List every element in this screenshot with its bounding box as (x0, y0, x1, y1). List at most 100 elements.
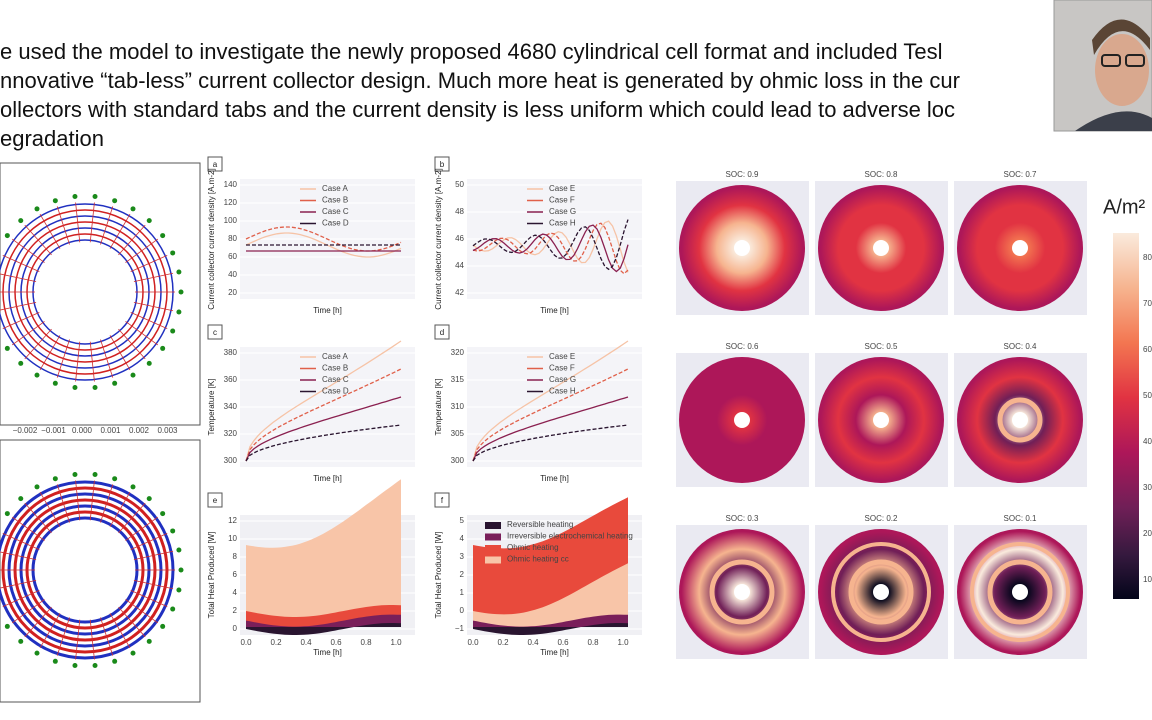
spiral-node (170, 250, 176, 256)
legend-label: Case F (549, 364, 575, 373)
spiral-node (160, 345, 166, 351)
spiral-node (176, 269, 182, 275)
heatmap-title: SOC: 0.5 (865, 342, 898, 351)
legend-swatch (485, 533, 501, 541)
y-tick-label: 48 (455, 207, 464, 216)
spiral-node (146, 360, 152, 366)
spiral-node (160, 623, 166, 629)
x-axis-label: Time [h] (313, 306, 342, 315)
curve (472, 219, 629, 271)
spiral-node (146, 218, 152, 224)
colorbar-tick-label: 10 (1143, 575, 1152, 584)
spiral-spoke (24, 224, 52, 256)
spiral-spoke (11, 321, 45, 346)
legend-label: Case H (549, 387, 576, 396)
colorbar-tick-label: 30 (1143, 483, 1152, 492)
spiral-node (170, 606, 176, 612)
spiral-spoke (125, 321, 159, 346)
spiral-node (34, 484, 40, 490)
spiral-spoke (130, 255, 168, 273)
legend-label: Reversible heating (507, 520, 573, 529)
area (246, 614, 401, 627)
legend-label: Ohmic heating cc (507, 555, 569, 564)
spiral-spoke (2, 589, 40, 607)
slide-text: nnovative “tab-less” current collector d… (0, 68, 960, 93)
y-tick-label: 320 (224, 429, 238, 438)
x-tick-label: 0.002 (129, 426, 150, 435)
spiral-node (72, 662, 78, 668)
spiral-node (92, 662, 98, 668)
spiral-spoke (2, 533, 40, 551)
y-axis-label: Temperature [K] (434, 379, 443, 436)
spiral-spoke (125, 516, 159, 541)
spiral-node (112, 658, 118, 664)
curve (245, 340, 402, 462)
curve (245, 368, 402, 462)
heatmap-core (1012, 584, 1028, 600)
legend-label: Case D (322, 219, 349, 228)
heatmap-ring (831, 542, 931, 642)
panel-label-box (207, 492, 223, 508)
spiral-node (178, 289, 184, 295)
spiral-node (112, 476, 118, 482)
y-axis-label: Current collector current density [A.m-2… (207, 168, 216, 309)
colorbar-tick-label: 40 (1143, 437, 1152, 446)
spiral-spoke (56, 206, 70, 245)
legend-swatch (485, 545, 501, 552)
legend-label: Case A (322, 352, 348, 361)
spiral-node (34, 650, 40, 656)
spiral-node (130, 372, 136, 378)
spiral-node (170, 328, 176, 334)
spiral-spoke (11, 516, 45, 541)
slide-text: e used the model to investigate the newl… (0, 39, 943, 64)
webcam (1053, 0, 1152, 132)
legend-label: Case C (322, 207, 349, 216)
panel-label-box (434, 324, 450, 340)
spiral-spoke (39, 613, 61, 649)
spiral-spoke (0, 551, 37, 560)
y-tick-label: 80 (228, 234, 237, 243)
curve (472, 224, 629, 273)
spiral-node (4, 623, 10, 629)
spiral-node (176, 309, 182, 315)
spiral-spoke (109, 491, 131, 527)
spiral-spoke (0, 580, 37, 589)
curve (472, 368, 629, 462)
colorbar-tick-label: 60 (1143, 345, 1152, 354)
y-tick-label: 2 (233, 606, 238, 615)
y-axis-label: Total Heat Produced [W] (207, 532, 216, 619)
spiral-spoke (118, 502, 146, 534)
x-tick-label: 0.0 (467, 638, 479, 647)
y-tick-label: 42 (455, 288, 464, 297)
legend-label: Case B (322, 364, 348, 373)
x-tick-label: 0.8 (587, 638, 599, 647)
y-tick-label: 1 (460, 588, 465, 597)
y-tick-label: 300 (224, 456, 238, 465)
heatmap-core (1012, 412, 1028, 428)
spiral-spoke (118, 606, 146, 638)
heatmap-title: SOC: 0.3 (726, 514, 759, 523)
spiral-plots (0, 194, 184, 668)
colorbar-label: A/m² (1103, 196, 1146, 218)
spiral-spoke (125, 238, 159, 263)
spiral-spoke (109, 613, 131, 649)
spiral-node (92, 472, 98, 478)
y-tick-label: 310 (451, 402, 465, 411)
y-tick-label: 300 (451, 456, 465, 465)
spiral-node (52, 198, 58, 204)
legend-label: Case G (549, 207, 576, 216)
x-axis-label: Time [h] (540, 648, 569, 657)
spiral-spoke (39, 213, 61, 249)
legend-label: Case H (549, 219, 576, 228)
x-tick-label: 0.001 (100, 426, 121, 435)
y-tick-label: 340 (224, 402, 238, 411)
spiral-spoke (75, 619, 81, 660)
heatmap-title: SOC: 0.4 (1004, 342, 1037, 351)
x-tick-label: 0.2 (497, 638, 509, 647)
y-tick-label: 4 (460, 534, 465, 543)
heatmap-ring (997, 397, 1043, 443)
spiral-node (34, 206, 40, 212)
spiral-node (112, 198, 118, 204)
y-tick-label: 380 (224, 348, 238, 357)
heatmap-core (1012, 240, 1028, 256)
